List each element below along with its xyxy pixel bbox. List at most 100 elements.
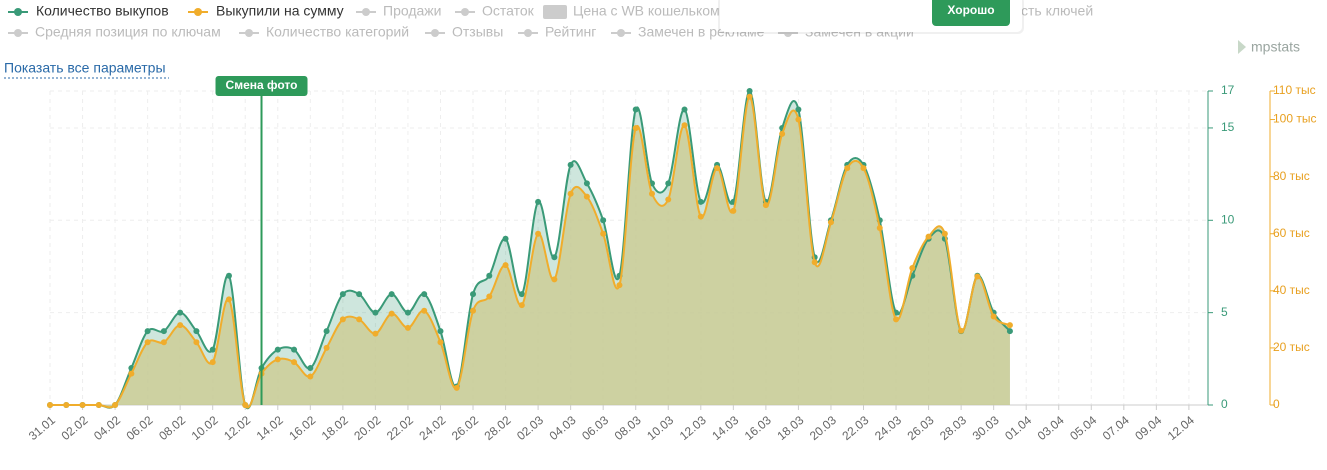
legend-item-inactive[interactable]: Отзывы	[452, 24, 503, 40]
data-point	[95, 402, 102, 408]
data-point	[958, 327, 965, 334]
x-tick-label: 09.04	[1132, 413, 1164, 443]
x-tick-label: 03.04	[1035, 413, 1067, 443]
data-point	[453, 384, 460, 391]
data-point	[79, 402, 86, 408]
x-tick-label: 07.04	[1100, 413, 1132, 443]
x-tick-label: 02.02	[59, 413, 91, 443]
data-point	[681, 122, 688, 129]
data-point	[177, 309, 184, 316]
data-point	[225, 272, 232, 279]
x-tick-label: 22.02	[384, 413, 416, 443]
data-point	[827, 219, 834, 226]
popup-button[interactable]	[932, 0, 1010, 26]
legend-item[interactable]: Выкупили на сумму	[216, 3, 344, 19]
y2-tick-label: 0	[1273, 397, 1280, 411]
legend-item-inactive[interactable]: Количество категорий	[266, 24, 409, 40]
data-point	[128, 370, 135, 377]
brand: mpstats	[1251, 39, 1300, 55]
x-tick-label: 31.01	[26, 413, 58, 443]
data-point	[404, 324, 411, 331]
x-tick-label: 16.03	[742, 413, 774, 443]
data-point	[291, 346, 298, 353]
data-point	[941, 230, 948, 237]
data-point	[437, 339, 444, 346]
legend-item[interactable]: Количество выкупов	[36, 3, 169, 19]
x-tick-label: 08.02	[156, 413, 188, 443]
legend-item-inactive[interactable]: Цена с WB кошельком	[573, 3, 720, 19]
data-point	[779, 130, 786, 137]
data-point	[323, 328, 330, 335]
data-point	[242, 402, 249, 408]
data-point	[388, 291, 395, 298]
data-point	[632, 106, 639, 113]
data-point	[160, 328, 167, 335]
data-point	[356, 316, 363, 323]
data-point	[909, 264, 916, 271]
data-point	[730, 207, 737, 214]
y-tick-label: 17	[1221, 83, 1235, 97]
x-tick-label: 22.03	[839, 413, 871, 443]
legend-item-inactive[interactable]: Средняя позиция по ключам	[35, 24, 221, 40]
data-point	[697, 198, 704, 205]
x-tick-label: 06.02	[124, 413, 156, 443]
x-tick-label: 26.02	[449, 413, 481, 443]
data-point	[616, 282, 623, 289]
x-tick-label: 18.03	[774, 413, 806, 443]
data-point	[502, 235, 509, 242]
popup-button-label[interactable]: Хорошо	[947, 3, 994, 17]
legend-icon-dot	[245, 29, 253, 37]
data-point	[811, 259, 818, 266]
y-tick-label: 0	[1221, 397, 1228, 411]
data-point	[600, 230, 607, 237]
x-tick-label: 20.03	[807, 413, 839, 443]
x-tick-label: 24.02	[416, 413, 448, 443]
x-tick-label: 12.02	[221, 413, 253, 443]
legend-item-inactive[interactable]: Продажи	[383, 3, 441, 19]
legend-item-inactive[interactable]: Остаток	[482, 3, 535, 19]
data-point	[144, 339, 151, 346]
data-point	[486, 272, 493, 279]
data-point	[990, 313, 997, 320]
legend-icon-dot	[431, 29, 439, 37]
x-tick-label: 16.02	[286, 413, 318, 443]
annotation-label: Смена фото	[226, 78, 298, 92]
data-point	[746, 93, 753, 100]
data-point	[876, 225, 883, 232]
data-point	[502, 262, 509, 269]
data-point	[925, 233, 932, 240]
y-tick-label: 10	[1221, 212, 1235, 226]
legend-icon-dot	[617, 29, 625, 37]
data-point	[697, 213, 704, 220]
data-point	[665, 196, 672, 203]
legend-item-inactive[interactable]: Рейтинг	[545, 24, 596, 40]
data-point	[567, 161, 574, 168]
legend-icon-dot	[362, 8, 370, 16]
data-point	[535, 198, 542, 205]
x-tick-label: 04.03	[547, 413, 579, 443]
y2-tick-label: 80 тыс	[1273, 169, 1310, 183]
x-tick-label: 18.02	[319, 413, 351, 443]
data-point	[1006, 328, 1013, 335]
legend-icon-dot	[524, 29, 532, 37]
data-point	[339, 316, 346, 323]
x-tick-label: 06.03	[579, 413, 611, 443]
annotation-box	[215, 76, 308, 96]
data-point	[551, 276, 558, 283]
data-point	[567, 190, 574, 197]
x-tick-label: 26.03	[905, 413, 937, 443]
popup: Хорошо	[718, 0, 1024, 34]
data-point	[160, 339, 167, 346]
x-tick-label: 20.02	[351, 413, 383, 443]
data-point	[583, 180, 590, 187]
data-point	[551, 254, 558, 261]
data-point	[193, 339, 200, 346]
x-tick-label: 14.03	[709, 413, 741, 443]
series-area	[50, 96, 1010, 408]
data-point	[291, 359, 298, 366]
y2-tick-label: 20 тыс	[1273, 340, 1310, 354]
x-tick-label: 01.04	[1002, 413, 1034, 443]
show-all-link[interactable]: Показать все параметры	[4, 60, 166, 76]
data-point	[225, 296, 232, 303]
